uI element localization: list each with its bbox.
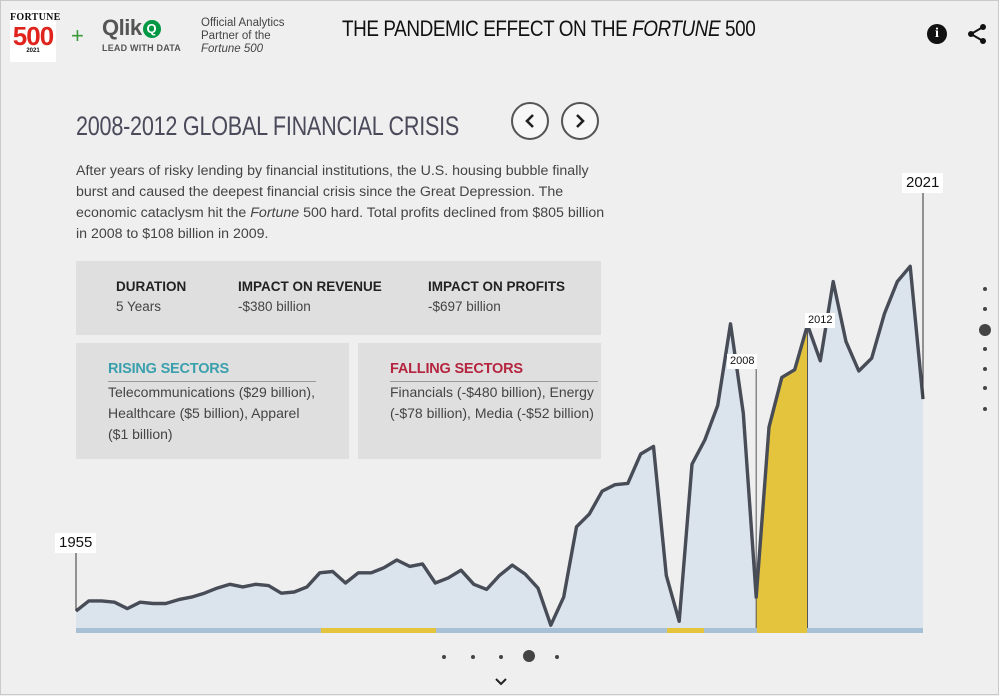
rising-sectors-text: Telecommunications ($29 billion), Health…	[108, 384, 315, 442]
partner-text: Official Analytics Partner of the Fortun…	[201, 17, 285, 56]
baseline-highlight	[667, 628, 704, 633]
section-description: After years of risky lending by financia…	[76, 161, 606, 245]
page-dot[interactable]	[983, 307, 987, 311]
next-button[interactable]	[561, 102, 599, 140]
falling-sectors-text: Financials (-$480 billion), Energy (-$78…	[390, 384, 594, 421]
stat-label: IMPACT ON REVENUE	[238, 279, 382, 294]
stat-profits: IMPACT ON PROFITS -$697 billion	[428, 279, 565, 314]
impact-stats-panel: DURATION 5 Years IMPACT ON REVENUE -$380…	[76, 261, 601, 335]
stat-value: -$697 billion	[428, 299, 501, 314]
highlight-area	[756, 325, 808, 633]
qlik-logo-mark: Q	[142, 20, 161, 38]
stat-value: -$380 billion	[238, 299, 311, 314]
area-fill	[76, 266, 923, 633]
section-title: 2008-2012 GLOBAL FINANCIAL CRISIS	[76, 111, 460, 141]
qlik-tagline: LEAD WITH DATA	[102, 43, 181, 53]
qlik-logo: Qlik Q LEAD WITH DATA	[102, 15, 181, 53]
page-dot[interactable]	[979, 324, 991, 336]
stat-label: IMPACT ON PROFITS	[428, 279, 565, 294]
start-year-label: 1955	[55, 533, 97, 553]
description-text-2: 500 hard. Total profits declined from $8…	[76, 205, 605, 242]
falling-sectors-panel: FALLING SECTORS Financials (-$480 billio…	[358, 343, 601, 459]
fortune-500-logo: FORTUNE 500 2021	[10, 10, 61, 62]
stat-revenue: IMPACT ON REVENUE -$380 billion	[238, 279, 382, 314]
chevron-left-icon	[525, 114, 534, 128]
rising-sectors-heading: RISING SECTORS	[108, 361, 230, 377]
slide-dot[interactable]	[523, 650, 535, 662]
description-text-1: After years of risky lending by financia…	[76, 163, 589, 221]
page-dot[interactable]	[983, 347, 987, 351]
description-italic: Fortune	[250, 205, 300, 221]
baseline-highlight	[321, 628, 436, 633]
fortune-logo-number: 500	[12, 21, 54, 51]
stat-value: 5 Years	[116, 299, 162, 314]
fortune-logo-year: 2021	[26, 48, 40, 54]
page-title-prefix: THE PANDEMIC EFFECT ON THE	[342, 16, 633, 41]
page-title-italic: FORTUNE	[632, 16, 721, 41]
partner-line-2: Partner of the	[201, 30, 271, 42]
info-icon[interactable]: i	[927, 24, 947, 44]
stat-label: DURATION	[116, 279, 187, 294]
horizontal-pagination	[431, 650, 571, 666]
fortune-logo-word: FORTUNE	[10, 12, 61, 23]
share-icon[interactable]	[965, 22, 989, 46]
prev-button[interactable]	[511, 102, 549, 140]
slide-dot[interactable]	[471, 655, 475, 659]
divider	[108, 381, 316, 382]
page-dot[interactable]	[983, 367, 987, 371]
divider	[390, 381, 598, 382]
page-dot[interactable]	[983, 386, 987, 390]
falling-sectors-heading: FALLING SECTORS	[390, 361, 523, 377]
period-end-label: 2012	[805, 313, 836, 328]
page-title-suffix: 500	[720, 16, 756, 41]
page-dot[interactable]	[983, 287, 987, 291]
page-dot[interactable]	[983, 407, 987, 411]
slide-dot[interactable]	[499, 655, 503, 659]
end-year-label: 2021	[902, 173, 944, 193]
slide-dot[interactable]	[555, 655, 559, 659]
profits-line	[74, 264, 925, 627]
baseline-highlight	[757, 628, 807, 633]
qlik-logo-word: Qlik	[102, 15, 142, 40]
stat-duration: DURATION 5 Years	[116, 279, 186, 314]
rising-sectors-panel: RISING SECTORS Telecommunications ($29 b…	[76, 343, 349, 459]
period-start-label: 2008	[727, 354, 758, 369]
baseline-bar	[76, 628, 923, 633]
partner-line-1: Official Analytics	[201, 17, 285, 29]
slide-dot[interactable]	[442, 655, 446, 659]
partner-line-3: Fortune 500	[201, 43, 264, 55]
page-title: THE PANDEMIC EFFECT ON THE FORTUNE 500	[342, 16, 756, 42]
plus-sign: +	[71, 23, 84, 48]
chevron-down-icon[interactable]	[494, 674, 508, 692]
chevron-right-icon	[576, 114, 585, 128]
